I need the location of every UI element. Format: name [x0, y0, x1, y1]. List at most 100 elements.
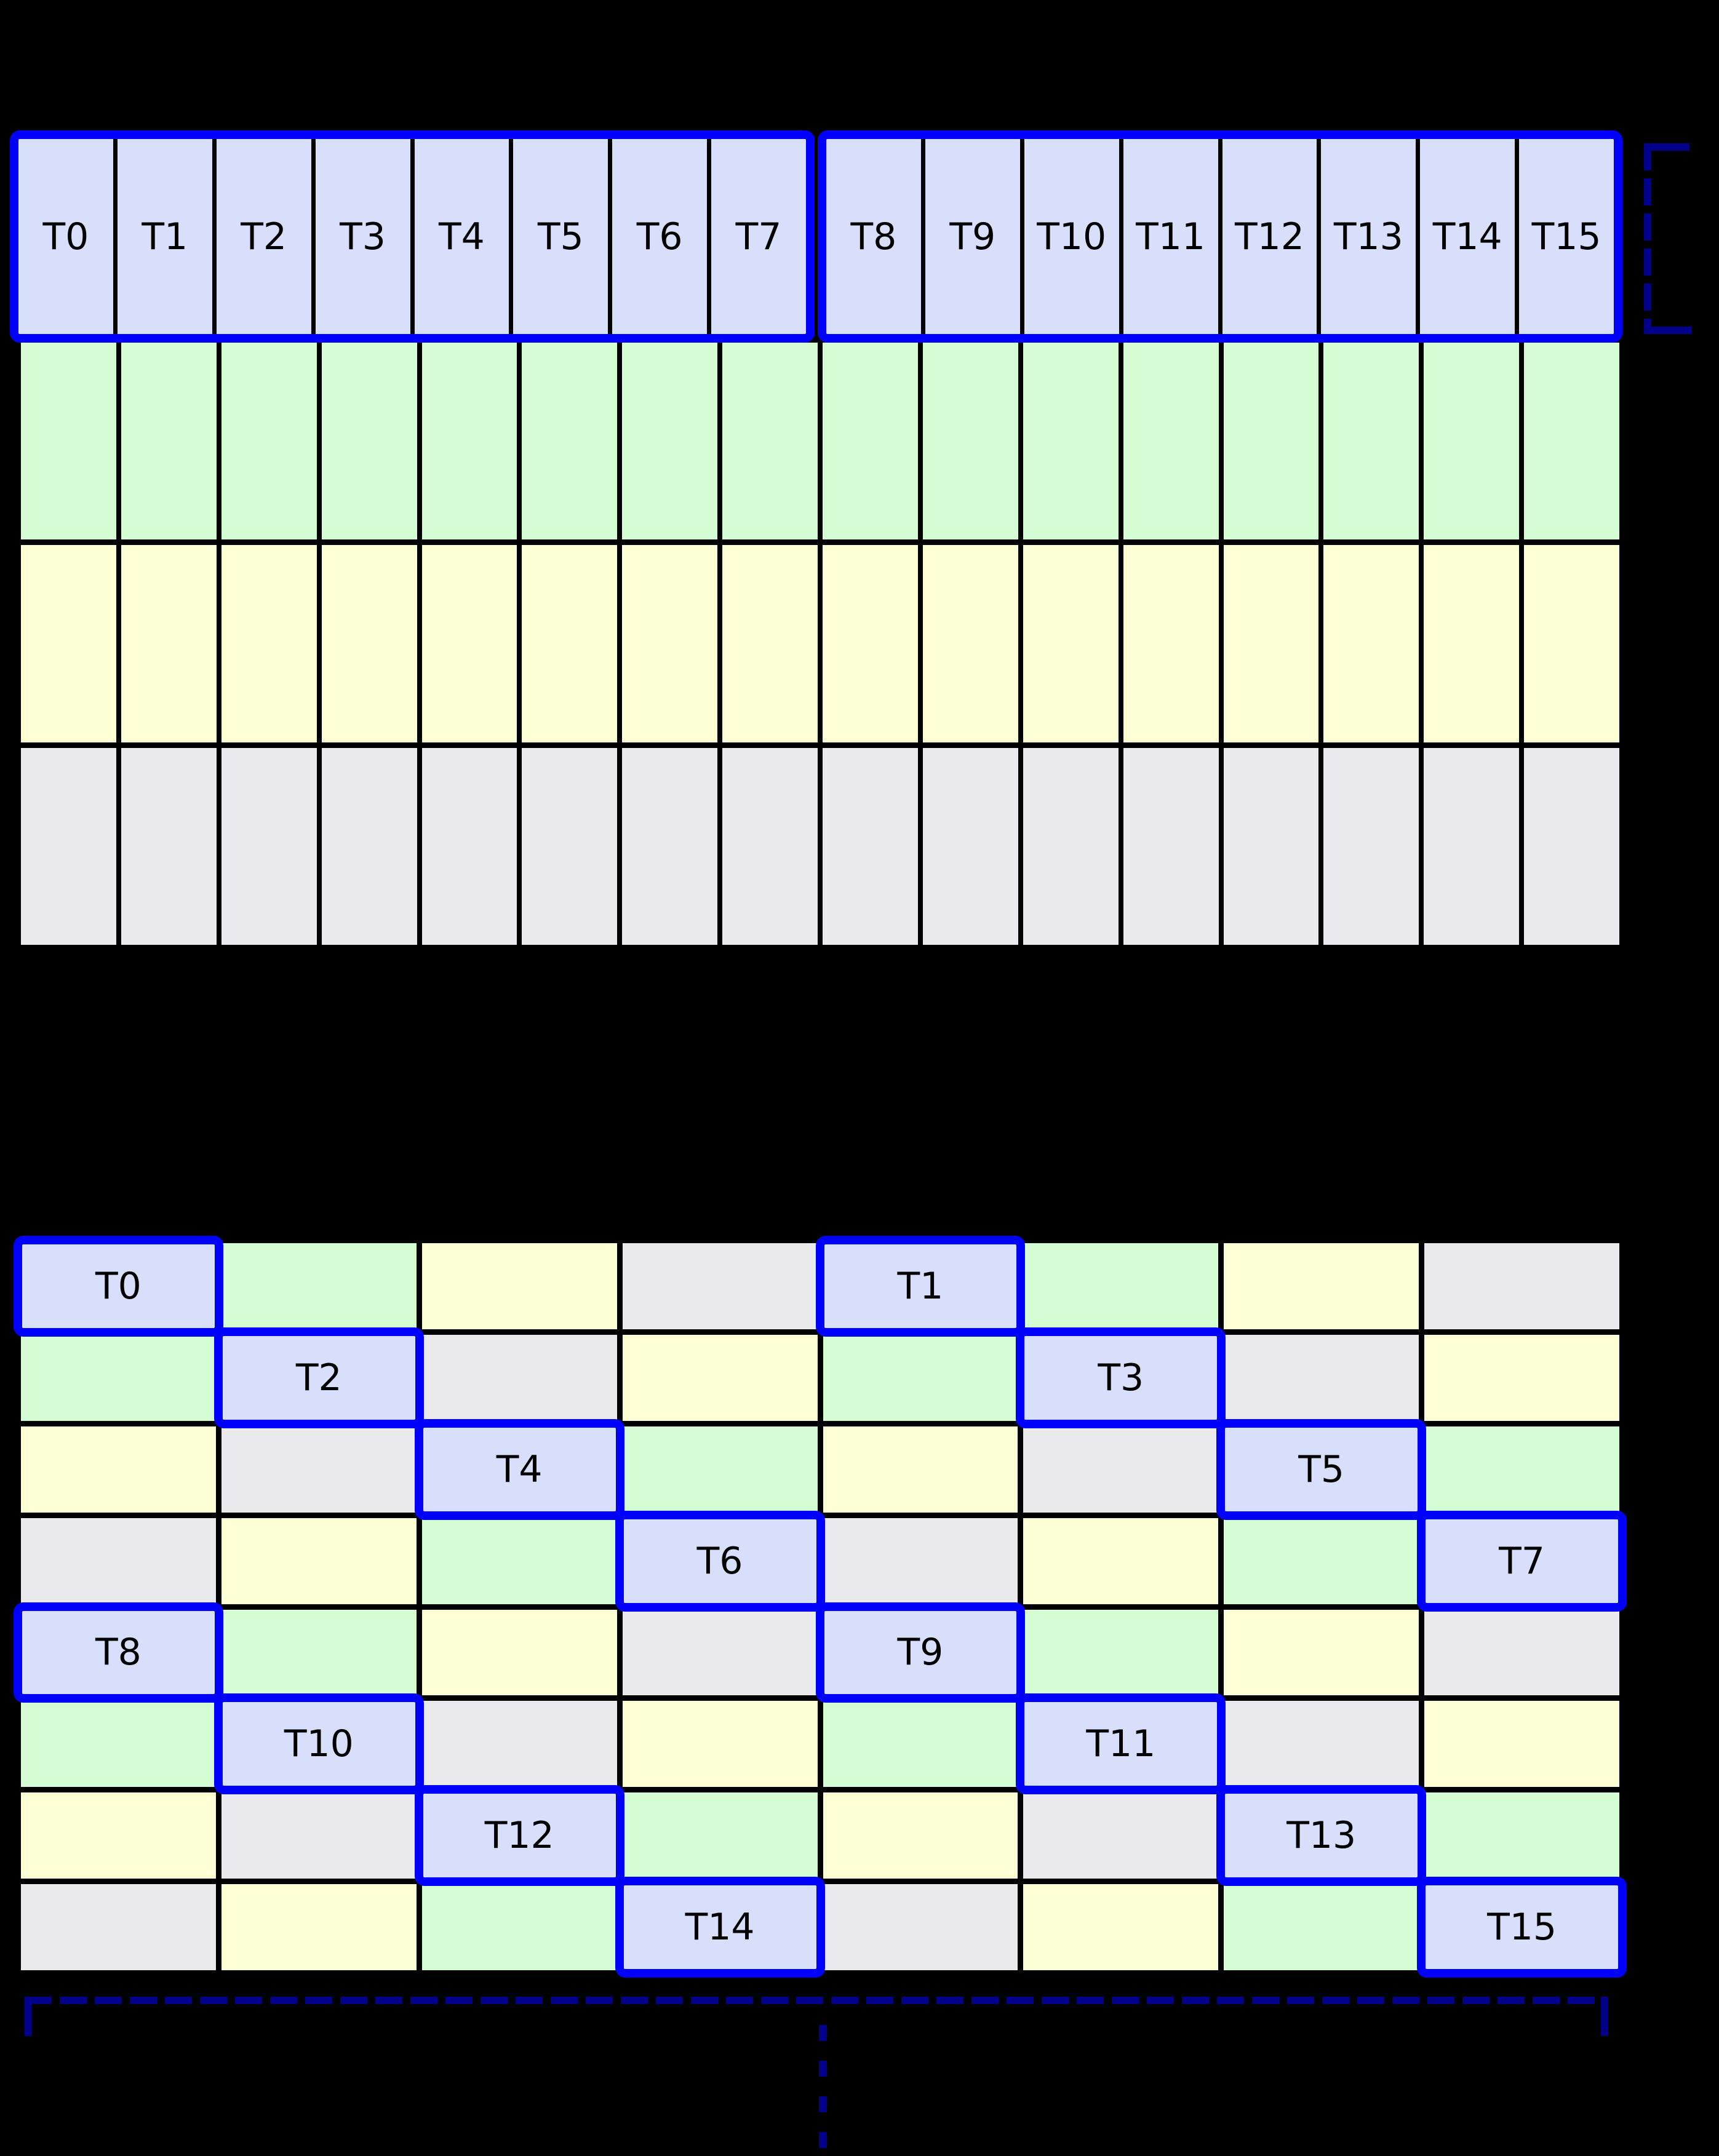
bank-cell-r6-c4	[823, 1792, 1018, 1879]
bank-cell-r1-c5: T3	[1016, 1327, 1226, 1428]
memory-cell-r1-c14	[1424, 343, 1520, 540]
memory-cell-r3-c15	[1524, 747, 1619, 945]
memory-cell-r2-c9	[922, 545, 1018, 742]
thread-label: T4	[496, 1447, 543, 1491]
bank-cell-r7-c6	[1224, 1884, 1419, 1970]
thread-label: T6	[636, 215, 683, 258]
bank-cell-r5-c5: T11	[1016, 1693, 1226, 1795]
memory-rows-grid	[15, 343, 1625, 950]
bank-cell-r5-c6	[1224, 1701, 1419, 1788]
bank-cell-r2-c7	[1424, 1426, 1619, 1513]
memory-cell-r1-c6	[622, 343, 718, 540]
memory-cell-r3-c6	[622, 747, 718, 945]
thread-label: T12	[484, 1814, 554, 1858]
memory-cell-r3-c1	[121, 747, 217, 945]
memory-cell-r2-c0	[21, 545, 116, 742]
thread-label: T15	[1487, 1906, 1557, 1949]
thread-label: T14	[685, 1906, 755, 1949]
thread-label: T0	[95, 1264, 142, 1308]
bank-cell-r2-c1	[221, 1426, 417, 1513]
top-thread-cell-T11: T11	[1119, 139, 1218, 334]
thread-label: T7	[735, 215, 782, 258]
bank-cell-r4-c0: T8	[14, 1602, 223, 1703]
thread-label: T4	[439, 215, 485, 258]
memory-cell-r1-c15	[1524, 343, 1619, 540]
top-thread-cell-T2: T2	[212, 139, 311, 334]
bank-cell-r6-c0	[21, 1792, 216, 1879]
top-thread-cell-T8: T8	[826, 139, 921, 334]
bank-cell-r7-c1	[221, 1884, 417, 1970]
bank-cell-r0-c5	[1023, 1243, 1219, 1329]
bank-cell-r5-c4	[823, 1701, 1018, 1788]
memory-cell-r1-c1	[121, 343, 217, 540]
continuation-ellipsis	[819, 2025, 827, 2156]
bank-cell-r5-c7	[1424, 1701, 1619, 1788]
memory-cell-r1-c3	[321, 343, 417, 540]
width-span-bracket-right-tick	[1601, 1997, 1608, 2036]
memory-cell-r2-c4	[421, 545, 517, 742]
top-thread-cell-T6: T6	[608, 139, 707, 334]
top-thread-cell-T5: T5	[509, 139, 608, 334]
bank-cell-r2-c3	[622, 1426, 818, 1513]
thread-label: T2	[295, 1356, 342, 1399]
memory-cell-r2-c7	[722, 545, 818, 742]
bank-cell-r4-c2	[421, 1609, 617, 1696]
thread-label: T1	[142, 215, 188, 258]
memory-cell-r1-c10	[1023, 343, 1119, 540]
memory-cell-r2-c8	[823, 545, 918, 742]
memory-cell-r3-c5	[522, 747, 618, 945]
memory-cell-r3-c13	[1323, 747, 1419, 945]
memory-cell-r2-c12	[1223, 545, 1319, 742]
bank-cell-r0-c3	[622, 1243, 818, 1329]
bank-cell-r7-c3: T14	[615, 1877, 825, 1978]
row-span-bracket-top-tick	[1644, 143, 1689, 151]
bank-cell-r1-c2	[421, 1334, 617, 1421]
bank-cell-r7-c2	[421, 1884, 617, 1970]
bank-cell-r1-c0	[21, 1334, 216, 1421]
bank-cell-r6-c7	[1424, 1792, 1619, 1879]
top-thread-cell-T12: T12	[1218, 139, 1317, 334]
bank-cell-r2-c2: T4	[414, 1418, 624, 1520]
memory-cell-r2-c14	[1424, 545, 1520, 742]
swizzled-grid: T0 T1 T2 T3 T4 T5 T6 T7 T8 T9 T10 T11 T12 T13 T14 T15	[14, 1236, 1627, 1978]
thread-label: T13	[1286, 1814, 1357, 1858]
memory-cell-r1-c9	[922, 343, 1018, 540]
top-thread-cell-T3: T3	[311, 139, 410, 334]
memory-cell-r2-c13	[1323, 545, 1419, 742]
bank-cell-r1-c3	[622, 1334, 818, 1421]
thread-label: T15	[1531, 215, 1601, 258]
bank-cell-r4-c5	[1023, 1609, 1219, 1696]
bank-cell-r3-c4	[823, 1518, 1018, 1604]
width-span-bracket-line	[25, 1997, 1608, 2004]
warp-group-1: T8 T9 T10 T11 T12 T13 T14 T15	[818, 130, 1622, 343]
memory-cell-r2-c3	[321, 545, 417, 742]
memory-cell-r1-c11	[1123, 343, 1219, 540]
thread-label: T2	[241, 215, 287, 258]
thread-label: T14	[1432, 215, 1502, 258]
memory-cell-r1-c2	[221, 343, 317, 540]
bank-cell-r1-c4	[823, 1334, 1018, 1421]
thread-label: T7	[1499, 1539, 1545, 1583]
memory-cell-r3-c0	[21, 747, 116, 945]
top-thread-cell-T0: T0	[18, 139, 113, 334]
memory-cell-r2-c6	[622, 545, 718, 742]
memory-cell-r1-c12	[1223, 343, 1319, 540]
memory-cell-r1-c7	[722, 343, 818, 540]
warp-row: T0 T1 T2 T3 T4 T5 T6 T7 T8 T9 T10 T11 T12 T13 T14 T15	[10, 130, 1622, 343]
memory-cell-r1-c13	[1323, 343, 1419, 540]
thread-label: T5	[537, 215, 584, 258]
memory-cell-r3-c4	[421, 747, 517, 945]
memory-cell-r3-c12	[1223, 747, 1319, 945]
bank-cell-r1-c1: T2	[213, 1327, 424, 1428]
bank-cell-r3-c6	[1224, 1518, 1419, 1604]
bank-cell-r3-c7: T7	[1417, 1510, 1627, 1612]
bank-cell-r7-c5	[1023, 1884, 1219, 1970]
width-span-bracket-left-tick	[25, 1997, 32, 2036]
bank-cell-r4-c6	[1224, 1609, 1419, 1696]
memory-cell-r2-c5	[522, 545, 618, 742]
bank-cell-r7-c0	[21, 1884, 216, 1970]
bank-cell-r0-c6	[1224, 1243, 1419, 1329]
thread-label: T10	[284, 1722, 354, 1766]
bank-cell-r0-c1	[221, 1243, 417, 1329]
top-thread-cell-T1: T1	[113, 139, 212, 334]
